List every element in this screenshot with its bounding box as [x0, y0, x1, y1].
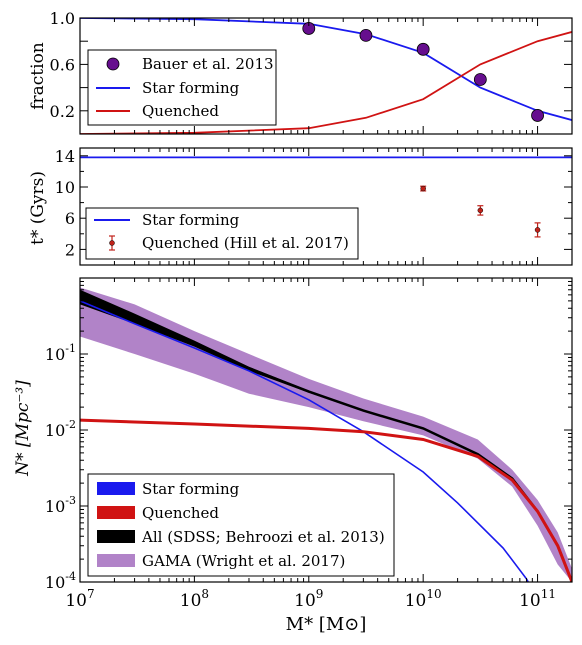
legend-panel1: Bauer et al. 2013 Star forming Quenched: [87, 49, 277, 126]
y-tick-label: 10-4: [45, 570, 76, 592]
panel-tstar: 2 6 10 14 t* (Gyrs) Star forming Quenched (…: [28, 147, 573, 266]
legend3-gama-label: GAMA (Wright et al. 2017): [142, 552, 345, 570]
y-tick-label: 1.0: [50, 9, 75, 28]
y-tick-label: 14: [55, 147, 75, 166]
y-tick-label: 0.2: [50, 102, 75, 121]
y-tick-label: 10-3: [45, 494, 76, 516]
y-tick-label: 10-1: [45, 342, 76, 364]
y-tick-label: 10: [55, 178, 75, 197]
quenched-point: [477, 207, 484, 214]
x-tick-label: 1011: [519, 587, 556, 611]
legend-panel2: Star forming Quenched (Hill et al. 2017): [85, 207, 359, 260]
all-sdss-band: [80, 289, 572, 582]
bauer-point: [359, 29, 373, 42]
legend-sf-label: Star forming: [142, 79, 240, 97]
legend3-q-label: Quenched: [142, 504, 219, 522]
series-line-star-forming: [80, 18, 572, 121]
x-tick-label: 108: [180, 587, 209, 611]
bauer-point: [531, 109, 544, 122]
y-tick-label: 0.6: [50, 55, 75, 74]
legend-panel3: Star forming Quenched All (SDSS; Behrooz…: [87, 473, 395, 577]
legend-bauer-label: Bauer et al. 2013: [142, 55, 274, 73]
legend3-gama-swatch: [97, 554, 135, 567]
panel1-ylabel: fraction: [28, 42, 48, 110]
legend2-sf-label: Star forming: [142, 211, 240, 229]
x-tick-label: 107: [65, 587, 94, 611]
quenched-point: [420, 185, 426, 192]
gama-band: [80, 287, 572, 582]
axes-frame: [79, 17, 573, 135]
panel3-ylabel: N* [Mpc⁻³]: [13, 380, 33, 477]
legend-bauer-marker: [106, 57, 120, 71]
y-tick-label: 10-2: [45, 418, 76, 440]
legend3-all-swatch: [97, 530, 135, 543]
legend3-sf-label: Star forming: [142, 480, 240, 498]
x-tick-label: 1010: [405, 587, 442, 611]
legend3-sf-swatch: [97, 482, 135, 495]
axes-frame: [79, 147, 573, 266]
panel-number-density: 107 108 109 1010 1011 10-4 10-3 10-2 10-1 N* [Mp…: [13, 277, 573, 635]
quenched-point: [534, 227, 541, 233]
legend2-q-label: Quenched (Hill et al. 2017): [142, 234, 349, 252]
panel2-ylabel: t* (Gyrs): [28, 171, 48, 245]
x-tick-label: 109: [294, 587, 323, 611]
panel-fraction: 0.2 0.6 1.0 fraction Bauer et al. 2013 Sta…: [28, 9, 573, 135]
legend2-q-marker: [109, 240, 115, 246]
legend3-all-label: All (SDSS; Behroozi et al. 2013): [141, 528, 385, 546]
y-tick-label: 6: [65, 209, 75, 228]
series-line-quenched: [80, 418, 572, 582]
panel3-xlabel: M* [M⊙]: [286, 614, 367, 635]
bauer-point: [416, 42, 430, 56]
bauer-point: [473, 73, 487, 86]
legend-q-label: Quenched: [142, 102, 219, 120]
series-line-quenched: [80, 31, 572, 134]
axes-frame: [79, 277, 573, 583]
y-tick-label: 2: [65, 240, 75, 259]
legend3-q-swatch: [97, 506, 135, 519]
